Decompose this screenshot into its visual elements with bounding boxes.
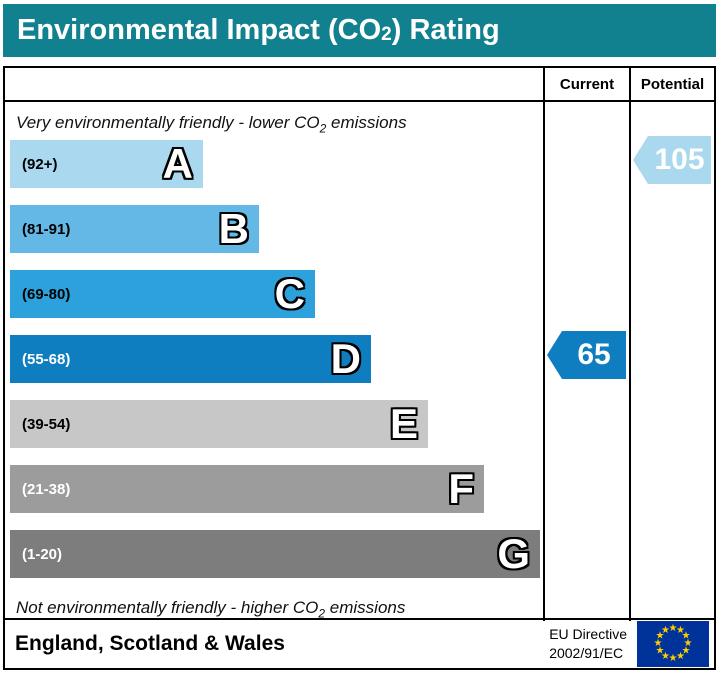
potential-rating-value: 105	[648, 136, 711, 184]
current-rating-pointer: 65	[547, 331, 626, 379]
top-note: Very environmentally friendly - lower CO…	[10, 110, 543, 136]
co2-subscript: 2	[318, 606, 326, 621]
co2-subscript: 2	[319, 121, 327, 136]
band-letter: C	[274, 270, 305, 317]
band-d: (55-68) D	[10, 335, 371, 383]
bottom-note: Not environmentally friendly - higher CO…	[10, 595, 543, 621]
band-letter: D	[330, 335, 361, 382]
band-range-label: (81-91)	[22, 220, 71, 238]
eu-directive-line2: 2002/91/EC	[549, 645, 624, 661]
band-range-label: (55-68)	[22, 350, 71, 368]
band-c: (69-80) C	[10, 270, 315, 318]
top-note-text: Very environmentally friendly - lower CO	[16, 113, 320, 132]
band-g: (1-20) G	[10, 530, 540, 578]
region-label: England, Scotland & Wales	[15, 632, 285, 655]
band-b: (81-91) B	[10, 205, 259, 253]
band-range-label: (39-54)	[22, 415, 71, 433]
header-spacer	[5, 68, 543, 102]
band-letter: G	[497, 530, 530, 577]
footer-right: EU Directive 2002/91/EC ★ ★ ★ ★ ★ ★ ★ ★ ★ ★ ★ ★	[549, 621, 709, 667]
band-f: (21-38) F	[10, 465, 484, 513]
band-range-label: (92+)	[22, 155, 58, 173]
current-rating-value: 65	[562, 331, 626, 379]
band-a: (92+) A	[10, 140, 203, 188]
column-header-current: Current	[543, 68, 629, 102]
rating-chart: Current Potential Very environmentally f…	[3, 66, 716, 621]
bands-column: Very environmentally friendly - lower CO…	[5, 102, 543, 621]
band-letter: F	[448, 465, 474, 512]
pointer-arrow-icon	[633, 136, 648, 184]
eu-directive-label: EU Directive 2002/91/EC	[549, 625, 627, 663]
footer: England, Scotland & Wales EU Directive 2…	[3, 618, 716, 670]
eu-directive-line1: EU Directive	[549, 626, 627, 643]
band-range-label: (21-38)	[22, 480, 71, 498]
eu-flag-icon: ★ ★ ★ ★ ★ ★ ★ ★ ★ ★ ★ ★	[637, 621, 709, 667]
pointer-arrow-icon	[547, 331, 562, 379]
band-letter: A	[162, 140, 193, 187]
band-range-label: (69-80)	[22, 285, 71, 303]
column-header-potential: Potential	[629, 68, 714, 102]
band-e: (39-54) E	[10, 400, 428, 448]
band-range-label: (1-20)	[22, 545, 63, 563]
co2-subscript: 2	[381, 24, 392, 45]
page-title-text: Environmental Impact (CO	[17, 14, 382, 46]
band-letter: E	[389, 400, 418, 447]
band-letter: B	[218, 205, 249, 252]
bottom-note-text: Not environmentally friendly - higher CO	[16, 598, 319, 617]
bottom-note-suffix: emissions	[325, 598, 406, 617]
page-title: Environmental Impact (CO 2) Rating	[3, 4, 716, 57]
page-title-suffix: ) Rating	[391, 14, 500, 46]
top-note-suffix: emissions	[326, 113, 407, 132]
current-column: 65	[543, 102, 629, 621]
potential-column: 105	[629, 102, 714, 621]
potential-rating-pointer: 105	[633, 136, 711, 184]
